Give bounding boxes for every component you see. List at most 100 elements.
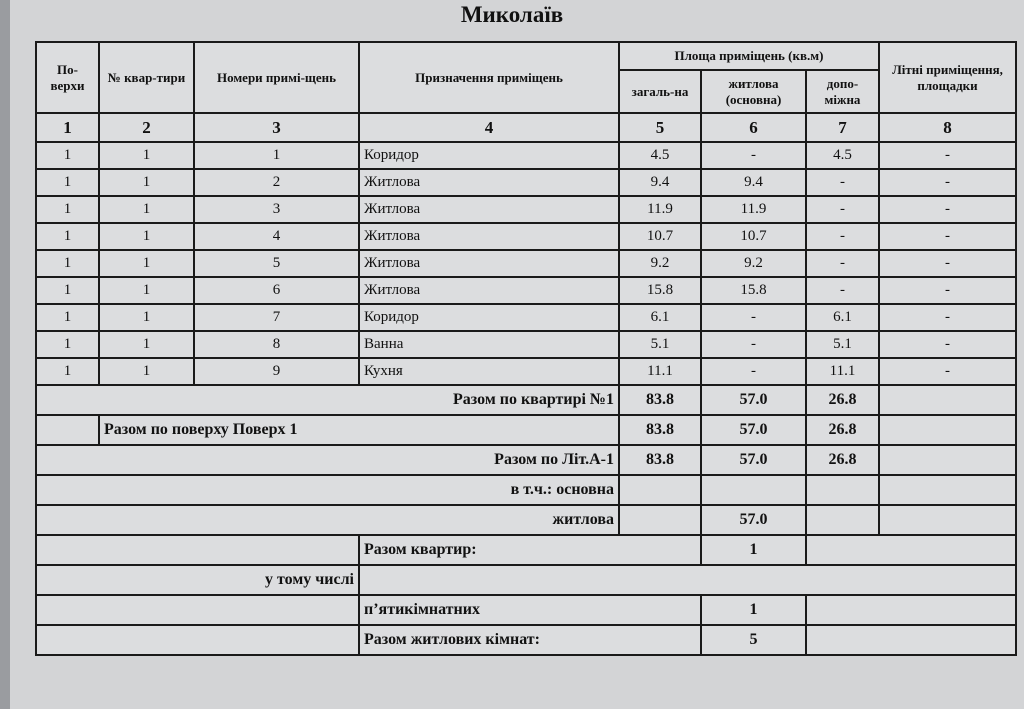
- empty-cell: [35, 624, 360, 656]
- five-room-row: п’ятикімнатних 1: [35, 594, 1017, 626]
- living-area-cell: -: [700, 303, 807, 332]
- empty-cell: [878, 414, 1017, 446]
- purpose-cell: Житлова: [358, 168, 620, 197]
- total-area-cell: 6.1: [618, 303, 702, 332]
- table-row: 1 1 7 Коридор 6.1-6.1-: [35, 303, 1017, 332]
- purpose-cell: Кухня: [358, 357, 620, 386]
- empty-cell: [878, 474, 1017, 506]
- header-floor: По-верхи: [35, 41, 100, 114]
- total-label: в т.ч.: основна: [35, 474, 620, 506]
- total-value: 83.8: [618, 384, 702, 416]
- living-value: 57.0: [700, 414, 807, 446]
- apartment-cell: 1: [98, 330, 195, 359]
- total-area-cell: 10.7: [618, 222, 702, 251]
- floor-cell: 1: [35, 303, 100, 332]
- table-row: 1 1 5 Житлова 9.2 9.2- -: [35, 249, 1017, 278]
- page-edge: [0, 0, 10, 709]
- aux-area-cell: 6.1: [805, 303, 880, 332]
- header-apartment: № квар-тири: [98, 41, 195, 114]
- floor-cell: 1: [35, 195, 100, 224]
- header-room-number: Номери примі-щень: [193, 41, 360, 114]
- empty-cell: [878, 384, 1017, 416]
- room-number-cell: 3: [193, 195, 360, 224]
- table-row: 1 1 2 Житлова 9.4 9.4- -: [35, 168, 1017, 197]
- empty-cell: [618, 504, 702, 536]
- empty-cell: [358, 564, 1017, 596]
- floor-cell: 1: [35, 141, 100, 170]
- apartment-cell: 1: [98, 195, 195, 224]
- living-value: 57.0: [700, 504, 807, 536]
- purpose-cell: Житлова: [358, 276, 620, 305]
- total-value: 83.8: [618, 414, 702, 446]
- empty-cell: [805, 534, 1017, 566]
- living-area-cell: 15.8: [700, 276, 807, 305]
- total-label: Разом по Літ.А-1: [35, 444, 620, 476]
- table-body: 1 1 1 Коридор 4.5-4.5-1 1 2 Житлова 9.4 9.4- -1 1 3 Ж…: [35, 141, 1017, 386]
- purpose-cell: Коридор: [358, 303, 620, 332]
- apartment-cell: 1: [98, 249, 195, 278]
- apartment-cell: 1: [98, 303, 195, 332]
- column-number: 6: [700, 112, 807, 143]
- column-number: 2: [98, 112, 195, 143]
- living-area-cell: -: [700, 141, 807, 170]
- including-main-row: в т.ч.: основна: [35, 474, 1017, 506]
- total-floor-row: Разом по поверху Поверх 1 83.8 57.0 26.8: [35, 414, 1017, 446]
- aux-area-cell: -: [805, 276, 880, 305]
- document-title: Миколаїв: [460, 2, 564, 27]
- header-aux: допо-міжна: [805, 69, 880, 114]
- table-row: 1 1 6 Житлова 15.8 15.8- -: [35, 276, 1017, 305]
- aux-area-cell: -: [805, 249, 880, 278]
- empty-cell: [805, 474, 880, 506]
- summer-area-cell: -: [878, 168, 1017, 197]
- header-area-group: Площа приміщень (кв.м): [618, 41, 880, 71]
- header-total: загаль-на: [618, 69, 702, 114]
- purpose-cell: Коридор: [358, 141, 620, 170]
- column-number: 8: [878, 112, 1017, 143]
- total-area-cell: 9.4: [618, 168, 702, 197]
- aux-area-cell: 5.1: [805, 330, 880, 359]
- room-number-cell: 1: [193, 141, 360, 170]
- table-row: 1 1 3 Житлова 11.9 11.9- -: [35, 195, 1017, 224]
- count-value: 5: [700, 624, 807, 656]
- apartment-cell: 1: [98, 357, 195, 386]
- apartment-cell: 1: [98, 141, 195, 170]
- total-apartment-row: Разом по квартирі №1 83.8 57.0 26.8: [35, 384, 1017, 416]
- empty-cell: [618, 474, 702, 506]
- living-area-cell: 9.4: [700, 168, 807, 197]
- total-area-cell: 11.1: [618, 357, 702, 386]
- total-label: Разом по квартирі №1: [35, 384, 620, 416]
- summer-area-cell: -: [878, 222, 1017, 251]
- apartment-cell: 1: [98, 168, 195, 197]
- column-number: 4: [358, 112, 620, 143]
- floor-cell: 1: [35, 249, 100, 278]
- summer-area-cell: -: [878, 357, 1017, 386]
- empty-cell: [878, 444, 1017, 476]
- room-number-cell: 9: [193, 357, 360, 386]
- aux-area-cell: -: [805, 195, 880, 224]
- total-label: житлова: [35, 504, 620, 536]
- room-number-cell: 6: [193, 276, 360, 305]
- aux-area-cell: -: [805, 222, 880, 251]
- header-purpose: Призначення приміщень: [358, 41, 620, 114]
- purpose-cell: Ванна: [358, 330, 620, 359]
- including-living-row: житлова 57.0: [35, 504, 1017, 536]
- room-number-cell: 4: [193, 222, 360, 251]
- living-area-cell: 11.9: [700, 195, 807, 224]
- purpose-cell: Житлова: [358, 222, 620, 251]
- aux-area-cell: 11.1: [805, 357, 880, 386]
- total-value: 83.8: [618, 444, 702, 476]
- column-number: 1: [35, 112, 100, 143]
- empty-cell: [878, 504, 1017, 536]
- total-label: Разом по поверху Поверх 1: [98, 414, 620, 446]
- count-label: п’ятикімнатних: [358, 594, 702, 626]
- purpose-cell: Житлова: [358, 195, 620, 224]
- empty-cell: [35, 534, 360, 566]
- column-number: 7: [805, 112, 880, 143]
- living-area-cell: -: [700, 357, 807, 386]
- table-row: 1 1 8 Ванна 5.1-5.1-: [35, 330, 1017, 359]
- apartments-count-row: Разом квартир: 1: [35, 534, 1017, 566]
- total-area-cell: 5.1: [618, 330, 702, 359]
- count-value: 1: [700, 534, 807, 566]
- empty-cell: [35, 414, 100, 446]
